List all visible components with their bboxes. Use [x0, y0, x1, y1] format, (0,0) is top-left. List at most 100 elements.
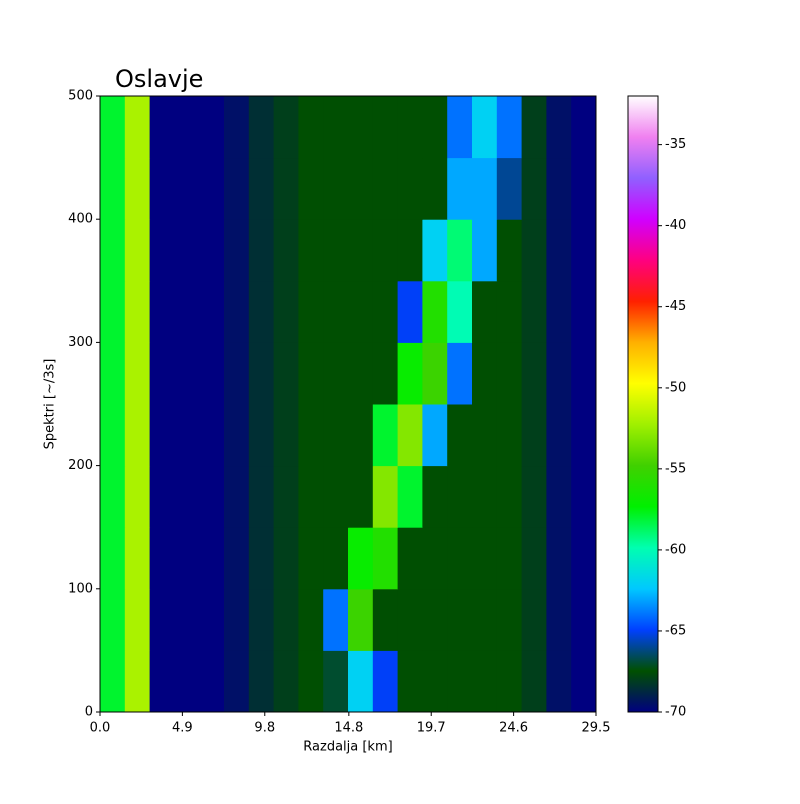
heatmap-cell: [298, 342, 324, 405]
heatmap-cell: [298, 280, 324, 343]
heatmap-cell: [323, 342, 349, 405]
heatmap-cell: [273, 96, 299, 159]
heatmap-cell: [372, 219, 399, 282]
heatmap-cell: [199, 342, 225, 405]
heatmap-cell: [100, 404, 126, 467]
heatmap-cell: [496, 465, 523, 528]
heatmap-cell: [149, 219, 175, 282]
heatmap-cell: [546, 404, 572, 467]
heatmap-cell: [248, 650, 275, 713]
heatmap-cell: [372, 342, 399, 405]
heatmap-cell: [496, 219, 523, 282]
heatmap-cell: [521, 280, 547, 343]
heatmap-cell: [298, 588, 324, 651]
heatmap-cell: [571, 588, 597, 651]
y-tick-label: 400: [68, 212, 93, 227]
heatmap-cell: [199, 219, 225, 282]
heatmap-cell: [273, 527, 299, 590]
heatmap-cell: [571, 404, 597, 467]
heatmap-cell: [323, 219, 349, 282]
heatmap-cell: [348, 280, 374, 343]
heatmap-cell: [521, 527, 547, 590]
heatmap-cell: [149, 280, 175, 343]
heatmap-cell: [248, 588, 275, 651]
heatmap-cell: [149, 588, 175, 651]
heatmap-cell: [273, 342, 299, 405]
plot-frame: [99, 95, 597, 713]
heatmap-cell: [174, 96, 200, 159]
heatmap-cell: [224, 404, 250, 467]
heatmap-cell: [174, 342, 200, 405]
heatmap-cell: [224, 280, 250, 343]
heatmap-cell: [472, 588, 498, 651]
heatmap-cell: [323, 650, 349, 713]
heatmap-cell: [124, 96, 151, 159]
heatmap-cell: [174, 465, 200, 528]
heatmap-cell: [447, 527, 473, 590]
heatmap-cell: [546, 342, 572, 405]
heatmap-cell: [447, 465, 473, 528]
heatmap-cell: [472, 280, 498, 343]
heatmap-cell: [521, 342, 547, 405]
heatmap-cell: [174, 157, 200, 220]
heatmap-cell: [521, 157, 547, 220]
colorbar-tick-label: -40: [665, 218, 686, 233]
heatmap-cell: [372, 157, 399, 220]
heatmap-cell: [521, 588, 547, 651]
heatmap-cell: [273, 157, 299, 220]
heatmap-cell: [273, 219, 299, 282]
heatmap-cell: [348, 527, 374, 590]
heatmap-cell: [174, 219, 200, 282]
heatmap-cell: [372, 96, 399, 159]
heatmap-cell: [248, 96, 275, 159]
heatmap-cell: [472, 404, 498, 467]
heatmap-cell: [397, 650, 423, 713]
heatmap-cell: [447, 650, 473, 713]
heatmap-cell: [323, 588, 349, 651]
heatmap-cell: [348, 588, 374, 651]
x-tick-label: 14.8: [334, 721, 363, 736]
heatmap-cell: [447, 157, 473, 220]
heatmap-cell: [447, 219, 473, 282]
heatmap-cell: [397, 465, 423, 528]
heatmap-cell: [397, 96, 423, 159]
heatmap-cell: [496, 96, 523, 159]
heatmap-cell: [397, 157, 423, 220]
heatmap-cell: [224, 219, 250, 282]
heatmap-cell: [372, 588, 399, 651]
heatmap-cell: [348, 157, 374, 220]
heatmap-cell: [100, 280, 126, 343]
heatmap-cell: [298, 404, 324, 467]
heatmap-cell: [298, 465, 324, 528]
heatmap-cell: [546, 588, 572, 651]
heatmap-cell: [174, 280, 200, 343]
heatmap-cell: [174, 404, 200, 467]
heatmap-cell: [472, 527, 498, 590]
heatmap-cell: [199, 527, 225, 590]
colorbar-tick-label: -60: [665, 542, 686, 557]
heatmap-cell: [224, 465, 250, 528]
heatmap-cell: [348, 96, 374, 159]
heatmap-cell: [224, 157, 250, 220]
x-axis-label: Razdalja [km]: [303, 740, 392, 755]
heatmap-cell: [422, 157, 448, 220]
heatmap-cell: [100, 342, 126, 405]
heatmap-cell: [199, 588, 225, 651]
heatmap-cell: [546, 96, 572, 159]
heatmap-cell: [422, 219, 448, 282]
heatmap-cell: [447, 342, 473, 405]
heatmap-cell: [248, 465, 275, 528]
heatmap-cell: [397, 404, 423, 467]
x-tick-label: 24.6: [499, 721, 528, 736]
heatmap-cell: [273, 404, 299, 467]
y-tick-label: 300: [68, 335, 93, 350]
heatmap-cell: [124, 404, 151, 467]
heatmap-cell: [397, 527, 423, 590]
heatmap-cell: [100, 650, 126, 713]
y-tick-label: 100: [68, 581, 93, 596]
heatmap-cell: [521, 219, 547, 282]
heatmap-cell: [546, 465, 572, 528]
heatmap-cell: [323, 527, 349, 590]
y-axis-label: Spektri [~/3s]: [43, 359, 58, 450]
heatmap-cell: [298, 157, 324, 220]
